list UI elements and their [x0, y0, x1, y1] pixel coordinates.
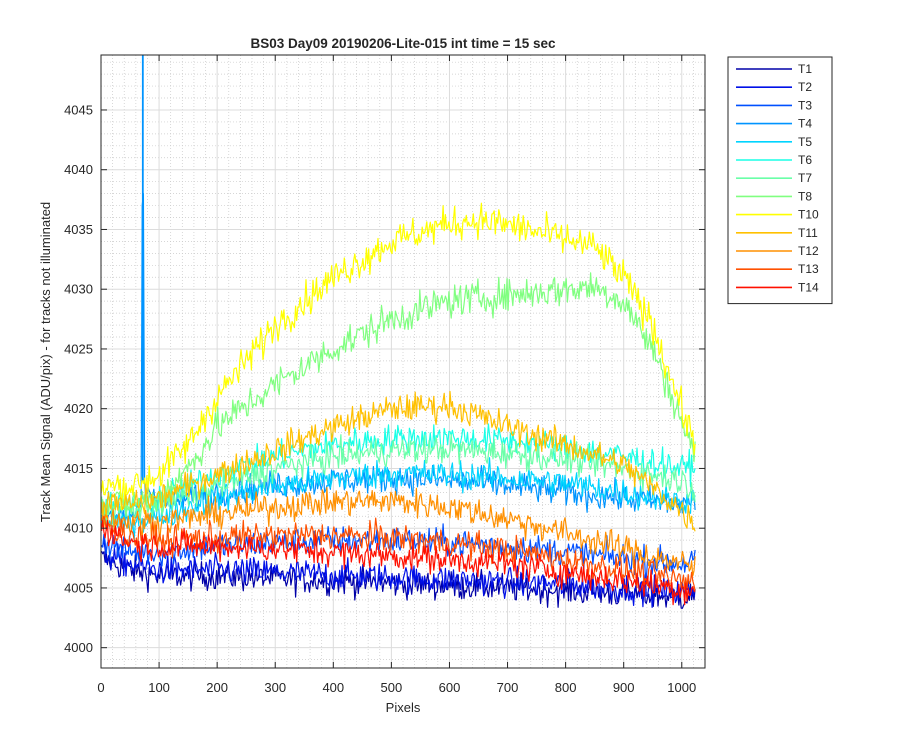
x-tick-label: 200	[206, 680, 228, 695]
legend-label-t5: T5	[798, 135, 812, 149]
legend: T1 T2 T3 T4 T5 T6 T7 T8 T10 T11 T12 T13 T14	[727, 56, 833, 305]
legend-label-t1: T1	[798, 62, 812, 76]
y-tick-label: 4000	[64, 640, 93, 655]
x-tick-label: 0	[97, 680, 104, 695]
y-tick-label: 4025	[64, 341, 93, 356]
x-tick-label: 700	[497, 680, 519, 695]
legend-label-t4: T4	[798, 117, 812, 131]
y-tick-label: 4040	[64, 162, 93, 177]
series-line-t2	[101, 538, 696, 609]
legend-label-t8: T8	[798, 189, 812, 203]
x-tick-label: 300	[264, 680, 286, 695]
x-tick-label: 900	[613, 680, 635, 695]
legend-label-t3: T3	[798, 98, 812, 112]
y-tick-label: 4010	[64, 521, 93, 536]
axes: 0 100 200 300 400 500 600 700 800 900 1000 4000 4005…	[64, 54, 706, 695]
legend-label-t10: T10	[798, 208, 819, 222]
y-tick-label: 4045	[64, 102, 93, 117]
chart-title: BS03 Day09 20190206-Lite-015 int time = …	[250, 36, 556, 51]
legend-label-t13: T13	[798, 262, 819, 276]
legend-label-t14: T14	[798, 280, 819, 294]
series-line-t13	[101, 515, 696, 591]
legend-label-t12: T12	[798, 244, 819, 258]
y-tick-label: 4035	[64, 222, 93, 237]
series-line-t14	[101, 519, 696, 606]
x-axis-label: Pixels	[386, 700, 421, 715]
series-line-t5	[101, 457, 696, 542]
legend-label-t11: T11	[798, 226, 818, 240]
x-tick-label: 500	[381, 680, 403, 695]
legend-box	[727, 56, 833, 305]
x-tick-label: 800	[555, 680, 577, 695]
series-line-t8	[101, 272, 696, 518]
y-tick-label: 4030	[64, 282, 93, 297]
series-line-t6	[101, 423, 696, 518]
x-tick-label: 600	[439, 680, 461, 695]
x-tick-label: 1000	[667, 680, 696, 695]
x-tick-label: 100	[148, 680, 170, 695]
series-line-t12	[101, 486, 696, 577]
axes-box	[100, 54, 706, 669]
legend-label-t2: T2	[798, 80, 812, 94]
y-tick-label: 4015	[64, 461, 93, 476]
series-line-t4	[101, 193, 696, 525]
data-series	[101, 55, 696, 609]
legend-label-t6: T6	[798, 153, 812, 167]
x-tick-label: 400	[322, 680, 344, 695]
series-line-t11	[101, 390, 696, 532]
series-line-t10	[101, 202, 696, 510]
y-tick-label: 4005	[64, 580, 93, 595]
legend-label-t7: T7	[798, 171, 812, 185]
y-axis-label: Track Mean Signal (ADU/pix) - for tracks…	[38, 202, 53, 522]
y-tick-label: 4020	[64, 401, 93, 416]
